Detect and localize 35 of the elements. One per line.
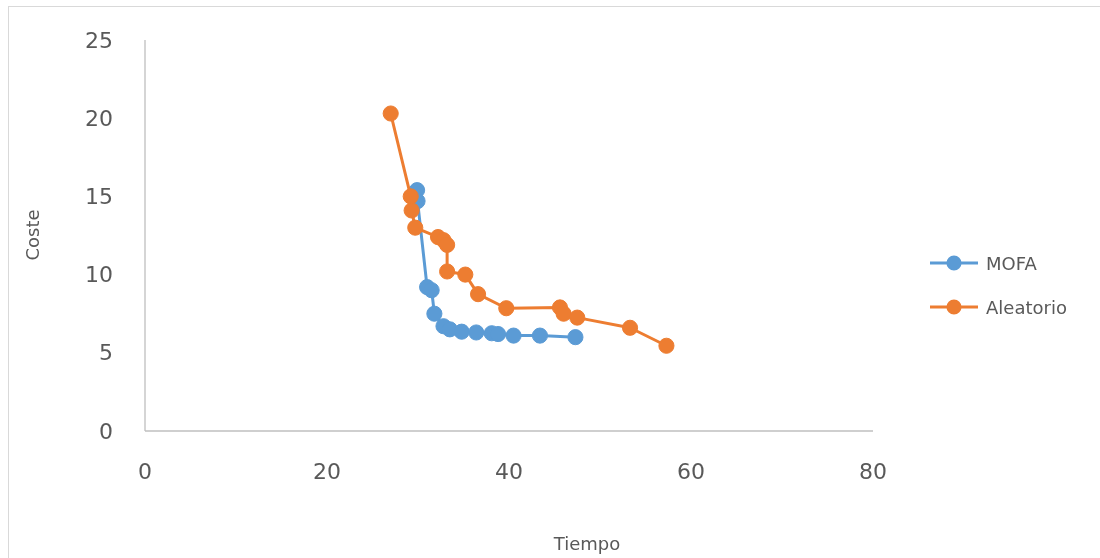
legend-label: Aleatorio [986,296,1067,318]
point [555,305,572,322]
point [505,327,522,344]
point [569,309,586,326]
y-axis-title: Coste [21,209,43,261]
x-tick-label: 60 [677,458,705,484]
legend-label: MOFA [986,252,1038,274]
point [382,105,399,122]
point [439,236,456,253]
point [658,337,675,354]
point [621,319,639,336]
point [531,327,549,344]
point [453,323,470,340]
point [426,305,443,322]
point [469,286,487,303]
y-tick-label: 25 [85,27,113,53]
point [468,324,485,341]
y-tick-label: 0 [99,418,113,444]
point [402,188,419,205]
y-tick-label: 15 [85,183,113,209]
point [457,266,474,283]
point [403,202,420,219]
x-tick-label: 40 [495,458,523,484]
point [567,329,584,346]
point [423,282,440,299]
y-tick-label: 5 [99,340,113,366]
point [439,263,456,280]
x-tick-label: 0 [138,458,152,484]
y-tick-label: 20 [85,105,113,131]
x-tick-label: 20 [313,458,341,484]
y-tick-label: 10 [85,262,113,288]
point [498,300,515,317]
x-tick-label: 80 [859,458,887,484]
point [407,219,424,236]
x-axis-title: Tiempo [552,532,621,554]
